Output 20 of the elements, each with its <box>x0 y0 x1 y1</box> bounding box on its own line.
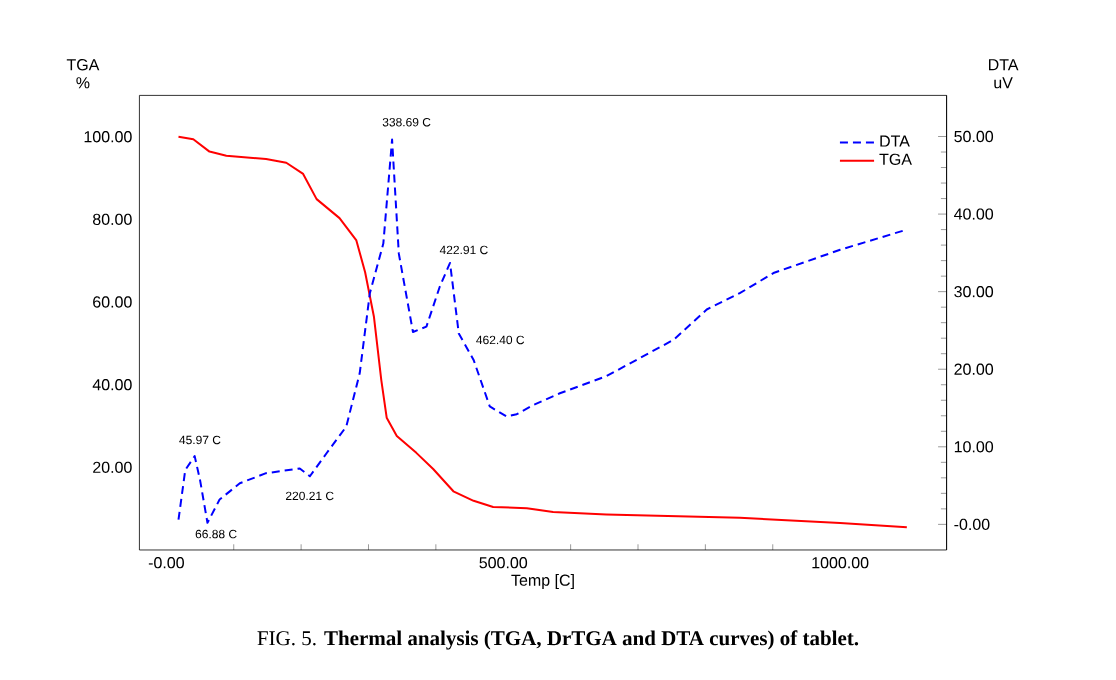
y-tick-label: 80.00 <box>93 213 132 226</box>
y-tick-label: 100.00 <box>84 131 132 143</box>
caption: FIG. 5. Thermal analysis (TGA, DrTGA and DTA curves) of tablet. <box>257 630 859 650</box>
y2-tick-label: -0.00 <box>954 518 990 531</box>
x-tick-label: 1000.00 <box>812 557 869 569</box>
y2-tick-label: 50.00 <box>954 130 994 143</box>
y2-tick-label: 10.00 <box>954 441 994 453</box>
y-axis-title: TGA % <box>66 59 100 89</box>
x-tick-label: -0.00 <box>148 557 184 569</box>
legend-label: DTA <box>880 135 910 147</box>
y2-tick-label: 30.00 <box>954 286 994 298</box>
y-tick-label: 40.00 <box>92 379 132 391</box>
x-tick-label: 500.00 <box>479 557 528 569</box>
y2-tick-label: 40.00 <box>954 208 994 220</box>
y2-axis-title: DTA uV <box>989 59 1019 89</box>
y-tick-label: 20.00 <box>93 461 132 473</box>
x-axis-title: Temp [C] <box>511 574 574 590</box>
legend-label: TGA <box>879 153 912 165</box>
y-tick-label: 60.00 <box>93 296 132 308</box>
y2-tick-label: 20.00 <box>954 363 994 375</box>
